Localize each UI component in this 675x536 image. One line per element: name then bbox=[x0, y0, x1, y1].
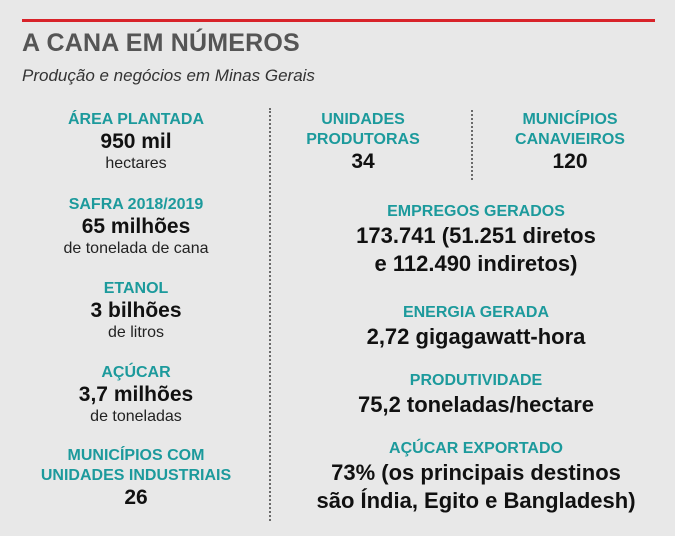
stat-label: AÇÚCAR bbox=[101, 364, 171, 381]
stat-acucar: AÇÚCAR 3,7 milhões de toneladas bbox=[36, 363, 236, 427]
stat-value-line2: e 112.490 indiretos) bbox=[374, 251, 578, 276]
stat-value-line2: são Índia, Egito e Bangladesh) bbox=[316, 488, 636, 513]
infographic-title: A CANA EM NÚMEROS bbox=[22, 29, 300, 57]
stat-label-line1: MUNICÍPIOS COM bbox=[67, 447, 205, 464]
stat-label: SAFRA 2018/2019 bbox=[68, 196, 204, 213]
stat-unit: de litros bbox=[107, 324, 165, 341]
stat-label-line2: UNIDADES INDUSTRIAIS bbox=[40, 467, 232, 484]
vertical-divider-main bbox=[269, 108, 271, 521]
stat-label: AÇÚCAR EXPORTADO bbox=[389, 440, 563, 457]
stat-acucar-exportado: AÇÚCAR EXPORTADO 73% (os principais dest… bbox=[286, 439, 666, 515]
stat-value: 26 bbox=[124, 486, 148, 509]
stat-unit: de tonelada de cana bbox=[63, 240, 209, 257]
stat-value: 3 bilhões bbox=[90, 299, 182, 322]
stat-label: EMPREGOS GERADOS bbox=[387, 203, 565, 220]
stat-municipios-canavieiros: MUNICÍPIOS CANAVIEIROS 120 bbox=[495, 110, 645, 174]
stat-label: ÁREA PLANTADA bbox=[68, 111, 204, 128]
stat-unidades-produtoras: UNIDADES PRODUTORAS 34 bbox=[283, 110, 443, 174]
stat-unit: hectares bbox=[105, 155, 167, 172]
stat-value: 950 mil bbox=[100, 130, 172, 153]
stat-empregos: EMPREGOS GERADOS 173.741 (51.251 diretos… bbox=[286, 202, 666, 278]
stat-label: PRODUTIVIDADE bbox=[409, 372, 543, 389]
stat-value: 65 milhões bbox=[81, 215, 191, 238]
stat-label: ETANOL bbox=[103, 280, 169, 297]
stat-municipios-industriais: MUNICÍPIOS COM UNIDADES INDUSTRIAIS 26 bbox=[36, 446, 236, 510]
stat-value: 34 bbox=[351, 150, 375, 173]
infographic-subtitle: Produção e negócios em Minas Gerais bbox=[22, 66, 315, 85]
stat-value-line1: 73% (os principais destinos bbox=[331, 460, 621, 485]
stat-produtividade: PRODUTIVIDADE 75,2 toneladas/hectare bbox=[286, 371, 666, 419]
stat-value: 2,72 gigagawatt-hora bbox=[366, 324, 586, 349]
stat-area-plantada: ÁREA PLANTADA 950 mil hectares bbox=[36, 110, 236, 174]
stat-safra: SAFRA 2018/2019 65 milhões de tonelada d… bbox=[36, 195, 236, 259]
stat-energia: ENERGIA GERADA 2,72 gigagawatt-hora bbox=[286, 303, 666, 351]
stat-value: 3,7 milhões bbox=[78, 383, 194, 406]
stat-label-line2: PRODUTORAS bbox=[306, 131, 420, 148]
stat-label: ENERGIA GERADA bbox=[402, 304, 550, 321]
stat-value: 75,2 toneladas/hectare bbox=[357, 392, 594, 417]
vertical-divider-top-right bbox=[471, 110, 473, 180]
stat-label-line2: CANAVIEIROS bbox=[515, 131, 625, 148]
top-red-rule bbox=[22, 19, 655, 22]
stat-value: 120 bbox=[552, 150, 588, 173]
stat-etanol: ETANOL 3 bilhões de litros bbox=[36, 279, 236, 343]
stat-value-line1: 173.741 (51.251 diretos bbox=[356, 223, 596, 248]
stat-label-line1: MUNICÍPIOS bbox=[522, 111, 618, 128]
stat-unit: de toneladas bbox=[90, 408, 182, 425]
stat-label-line1: UNIDADES bbox=[321, 111, 405, 128]
